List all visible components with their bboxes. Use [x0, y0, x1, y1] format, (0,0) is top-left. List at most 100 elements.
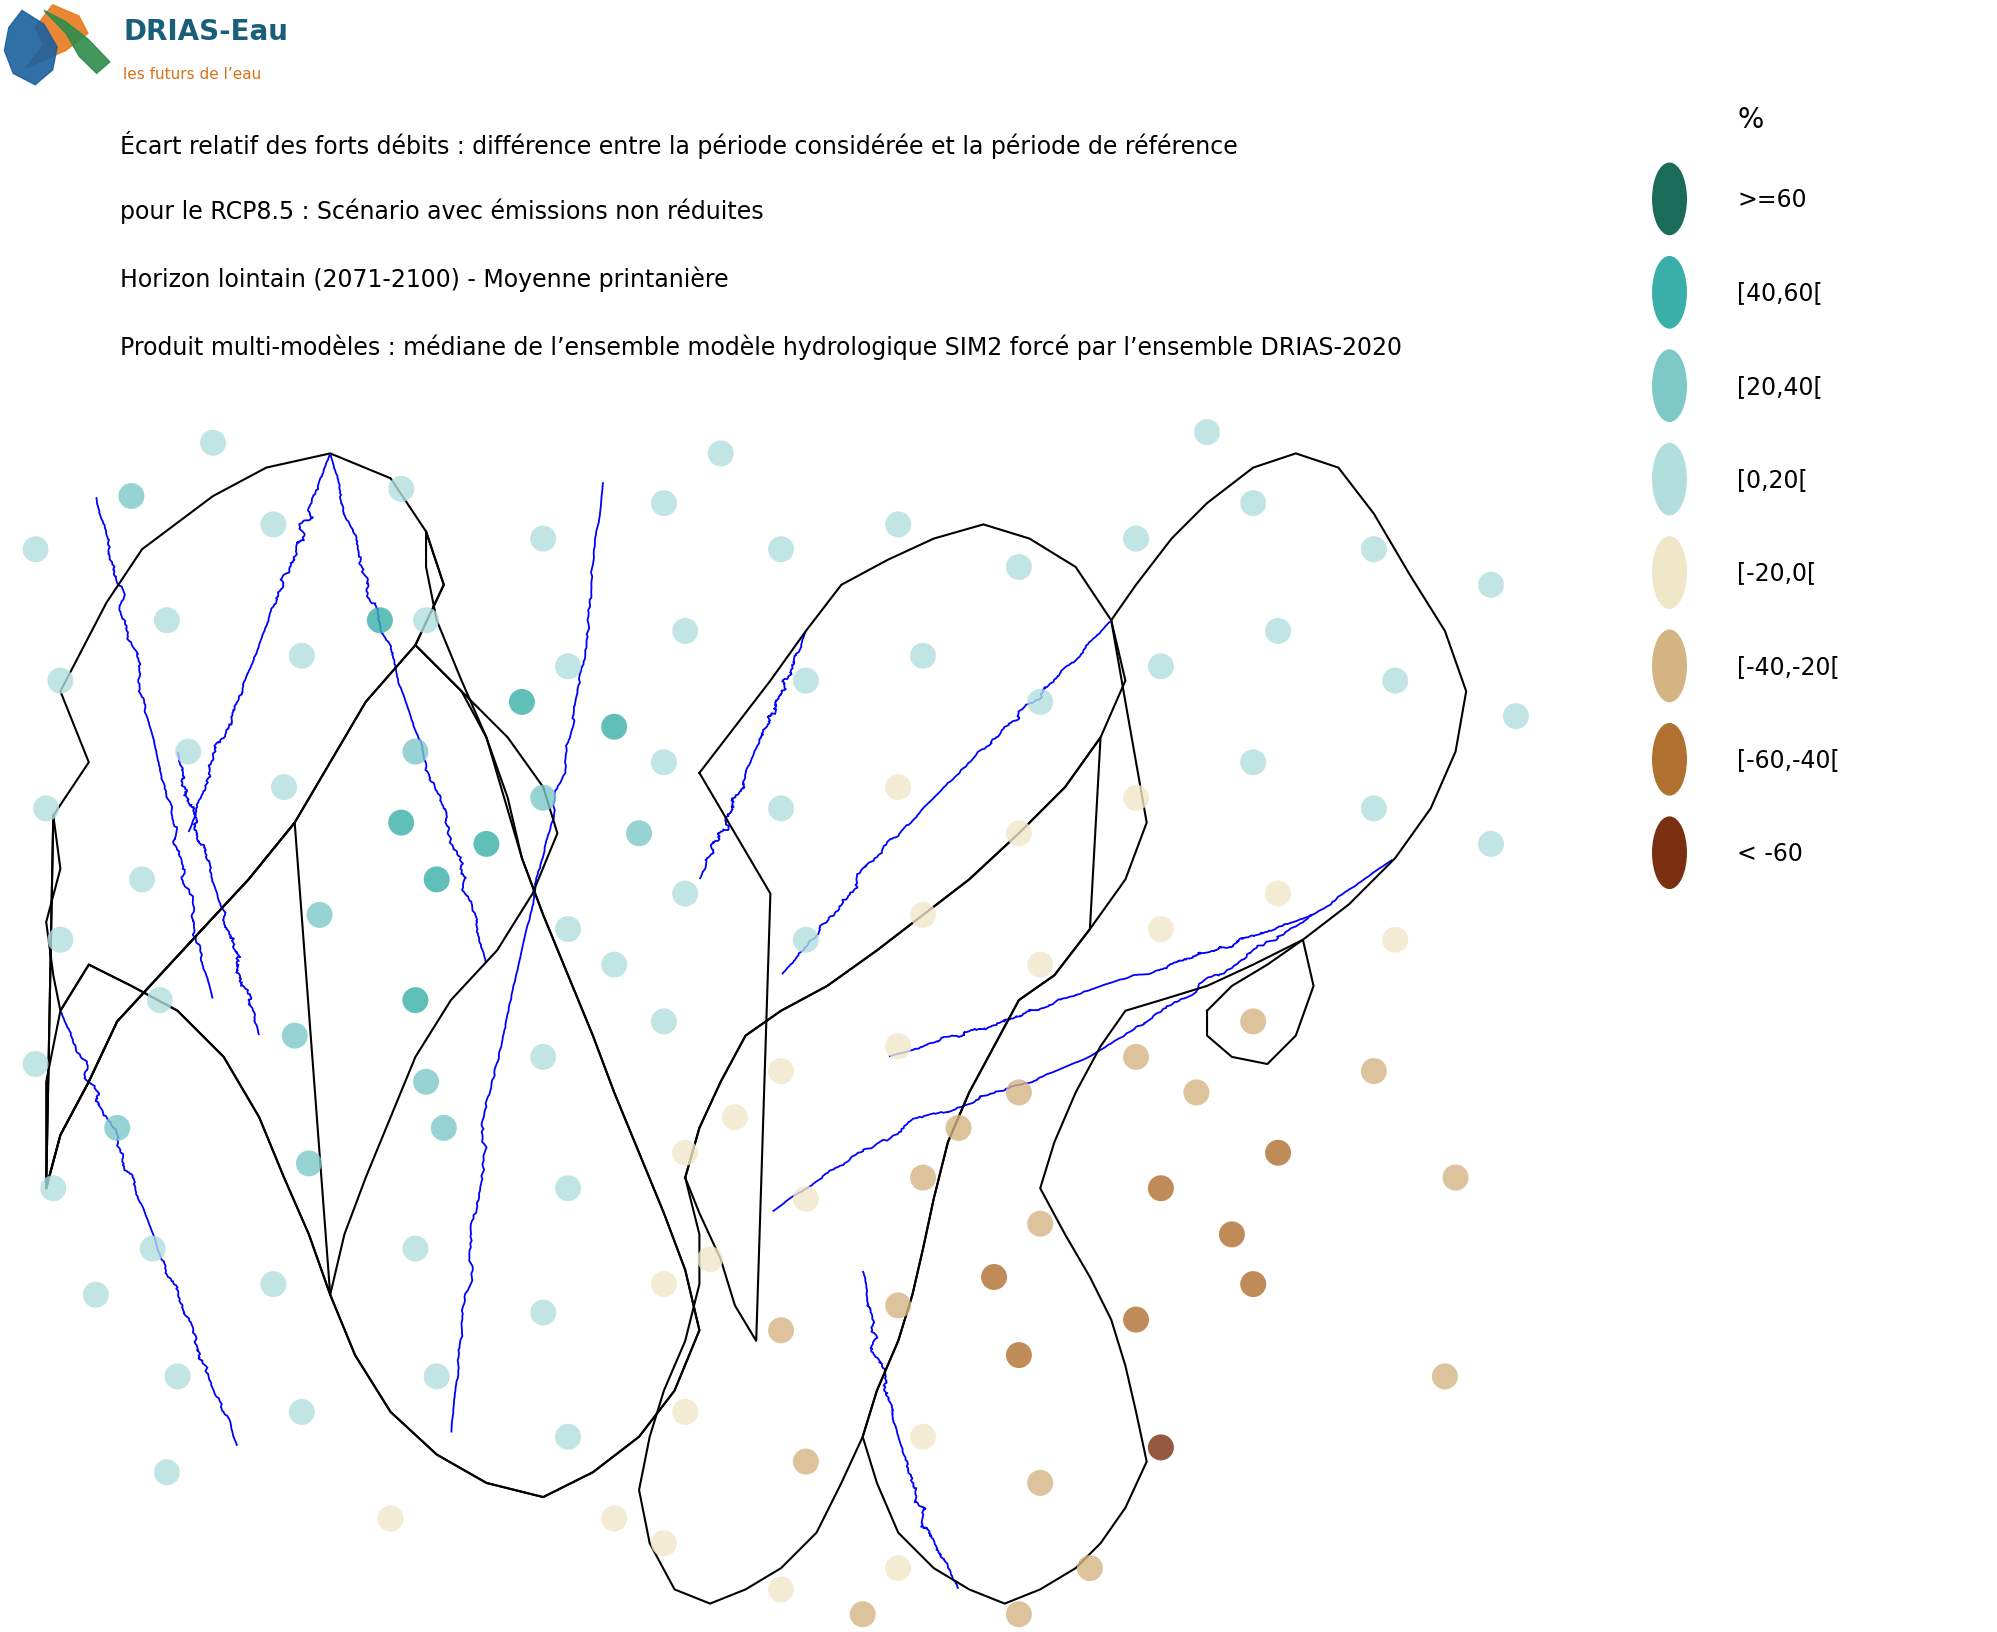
Point — [1024, 951, 1056, 978]
Point — [399, 987, 431, 1013]
Point — [1262, 881, 1294, 907]
Text: %: % — [1737, 106, 1763, 134]
Point — [527, 1044, 559, 1071]
Point — [375, 1505, 407, 1531]
Point — [669, 1141, 701, 1167]
Point — [385, 809, 417, 836]
Point — [647, 1271, 679, 1297]
Point — [883, 1293, 915, 1319]
Point — [385, 477, 417, 503]
Point — [669, 881, 701, 907]
Point — [427, 1115, 459, 1141]
Point — [268, 775, 300, 801]
Point — [399, 739, 431, 765]
Point — [1144, 917, 1176, 943]
Point — [304, 902, 335, 929]
Point — [791, 667, 823, 694]
Point — [883, 1555, 915, 1581]
Point — [409, 1069, 441, 1095]
Point — [705, 441, 737, 467]
Point — [421, 867, 453, 893]
Point — [669, 619, 701, 645]
Point — [551, 917, 583, 943]
Point — [551, 654, 583, 681]
Point — [144, 987, 176, 1013]
Point — [1120, 1307, 1152, 1333]
Point — [623, 821, 655, 847]
Point — [647, 1009, 679, 1035]
Point — [1476, 831, 1508, 857]
Point — [1002, 821, 1034, 847]
Point — [126, 867, 158, 893]
Point — [1144, 1175, 1176, 1201]
Point — [599, 951, 631, 978]
Point — [907, 1423, 939, 1449]
Point — [258, 1271, 290, 1297]
Point — [172, 739, 204, 765]
Point — [1430, 1363, 1462, 1389]
Point — [647, 749, 679, 775]
Point — [421, 1363, 453, 1389]
Text: [-40,-20[: [-40,-20[ — [1737, 654, 1839, 679]
Point — [286, 643, 318, 669]
Point — [943, 1115, 975, 1141]
Point — [399, 1235, 431, 1262]
Text: [0,20[: [0,20[ — [1737, 468, 1807, 491]
Point — [1476, 573, 1508, 599]
Point — [102, 1115, 134, 1141]
Point — [1144, 654, 1176, 681]
Point — [765, 1577, 797, 1603]
Point — [979, 1265, 1010, 1291]
Point — [1262, 1141, 1294, 1167]
Point — [198, 431, 230, 457]
Point — [907, 643, 939, 669]
Point — [1024, 689, 1056, 715]
Point — [1120, 1044, 1152, 1071]
Point — [765, 1059, 797, 1085]
Point — [409, 607, 441, 633]
Point — [30, 796, 62, 823]
Text: [40,60[: [40,60[ — [1737, 281, 1823, 305]
Point — [1024, 1211, 1056, 1237]
Point — [719, 1105, 751, 1131]
Point — [294, 1151, 326, 1177]
Point — [258, 512, 290, 539]
Point — [80, 1281, 112, 1307]
Point — [1190, 419, 1222, 446]
Point — [599, 715, 631, 741]
Point — [791, 1449, 823, 1475]
Point — [1238, 749, 1270, 775]
Circle shape — [1654, 444, 1685, 516]
Point — [551, 1175, 583, 1201]
Point — [599, 1505, 631, 1531]
Point — [1238, 1009, 1270, 1035]
Point — [847, 1601, 879, 1627]
Point — [695, 1247, 727, 1273]
Point — [1500, 703, 1532, 730]
Point — [883, 1033, 915, 1059]
Circle shape — [1654, 725, 1685, 795]
Point — [1002, 1080, 1034, 1106]
Point — [907, 902, 939, 929]
Point — [1120, 526, 1152, 552]
Text: [-60,-40[: [-60,-40[ — [1737, 747, 1839, 772]
Point — [1002, 1601, 1034, 1627]
Point — [1216, 1222, 1248, 1248]
Point — [44, 667, 76, 694]
Point — [527, 1299, 559, 1325]
Point — [1144, 1435, 1176, 1461]
Text: Écart relatif des forts débits : différence entre la période considérée et la pé: Écart relatif des forts débits : différe… — [120, 131, 1238, 158]
Text: >=60: >=60 — [1737, 188, 1807, 212]
Point — [765, 1317, 797, 1343]
Text: pour le RCP8.5 : Scénario avec émissions non réduites: pour le RCP8.5 : Scénario avec émissions… — [120, 199, 763, 224]
Point — [1180, 1080, 1212, 1106]
Point — [152, 607, 184, 633]
Point — [551, 1423, 583, 1449]
Point — [20, 537, 52, 563]
Point — [44, 927, 76, 953]
Point — [647, 1531, 679, 1557]
Polygon shape — [4, 11, 58, 85]
Point — [1358, 796, 1390, 823]
Point — [1440, 1165, 1472, 1191]
Text: [20,40[: [20,40[ — [1737, 374, 1823, 398]
